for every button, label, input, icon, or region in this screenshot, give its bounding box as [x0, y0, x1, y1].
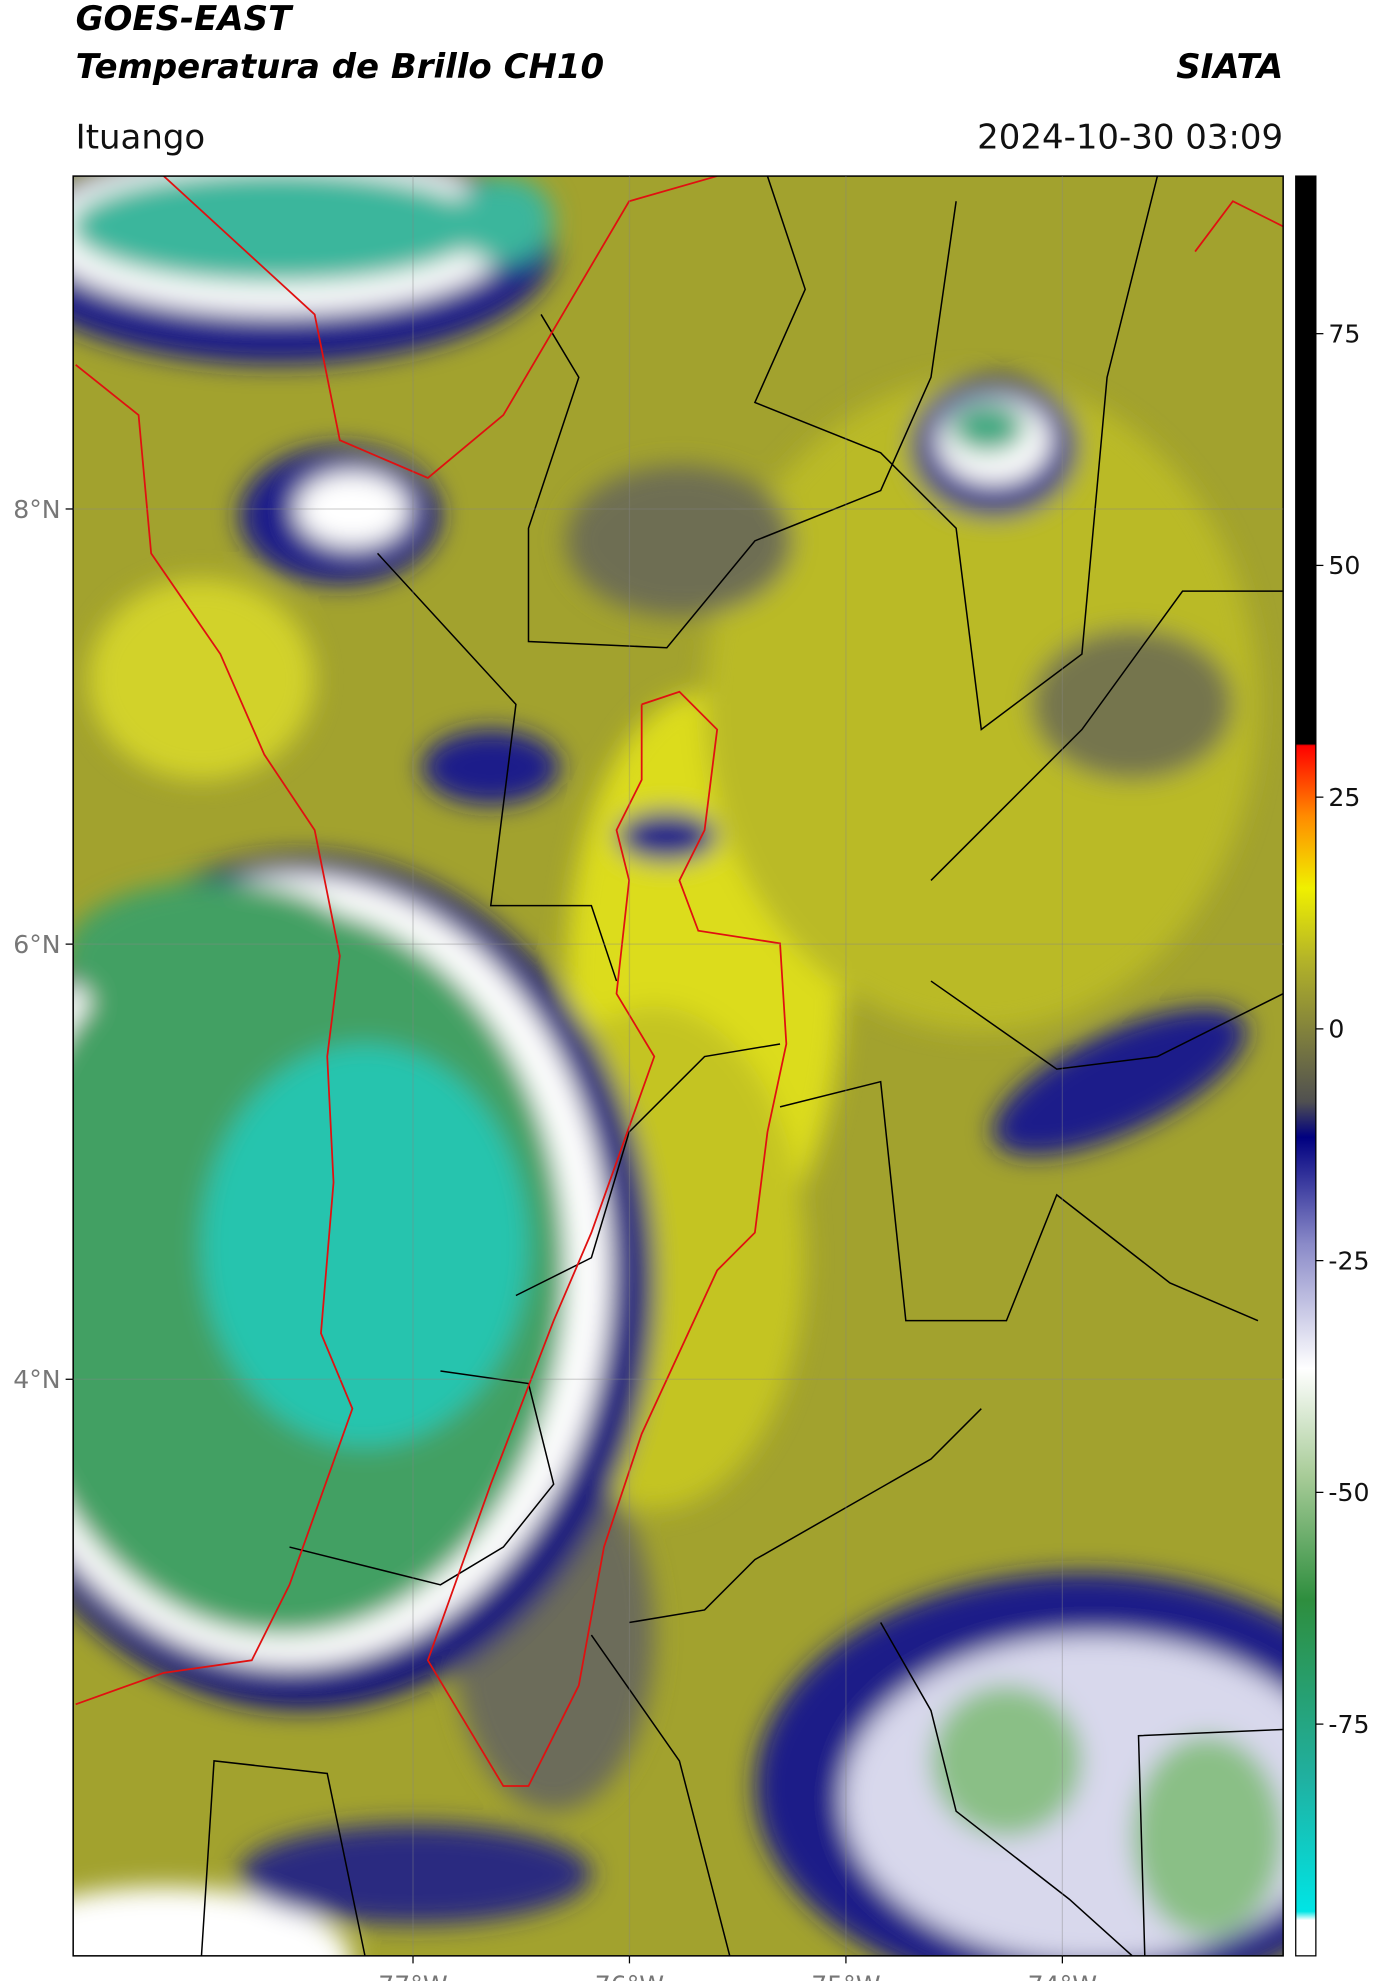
y-tick-label: 6°N	[13, 930, 60, 959]
colorbar-tick-label: 50	[1328, 551, 1360, 580]
title: GOES-EAST	[76, 0, 294, 39]
colorbar-tick-label: -75	[1328, 1710, 1369, 1739]
x-tick-label: 75°W	[811, 1971, 881, 1981]
colorbar-tick-label: 0	[1328, 1015, 1344, 1044]
colorbar-tick-label: 75	[1328, 319, 1360, 348]
y-tick-label: 4°N	[13, 1365, 60, 1394]
map-frame	[72, 175, 1284, 1957]
x-tick-label: 74°W	[1028, 1971, 1098, 1981]
datetime: 2024-10-30 03:09	[977, 117, 1283, 157]
colorbar	[1295, 175, 1317, 1957]
org: SIATA	[1176, 47, 1283, 87]
x-tick-label: 76°W	[595, 1971, 665, 1981]
location: Ituango	[76, 117, 206, 157]
colorbar-tick-label: 25	[1328, 783, 1360, 812]
y-tick-label: 8°N	[13, 495, 60, 524]
map-image	[73, 176, 1284, 1956]
colorbar-tick-label: -25	[1328, 1246, 1369, 1275]
subtitle: Temperatura de Brillo CH10	[76, 47, 604, 87]
colorbar-tick-label: -50	[1328, 1478, 1369, 1507]
x-tick-label: 77°W	[378, 1971, 448, 1981]
